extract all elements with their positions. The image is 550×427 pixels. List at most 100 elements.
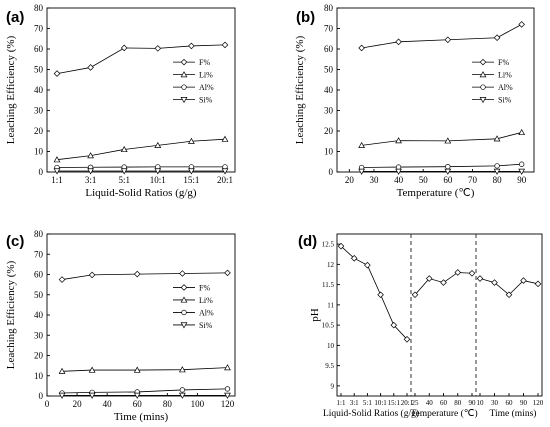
- data-point: [494, 163, 500, 169]
- y-axis-label: Leaching Efficiency (%): [5, 260, 17, 369]
- y-tick-label: 10: [34, 147, 44, 157]
- y-tick-label: 80: [34, 3, 44, 13]
- legend-label: Al%: [498, 83, 513, 92]
- y-tick-label: 0: [39, 391, 44, 401]
- legend-marker-a-2: [181, 84, 187, 90]
- data-point: [154, 141, 162, 148]
- data-point: [411, 291, 419, 299]
- data-point: [337, 242, 345, 250]
- data-point: [88, 271, 96, 279]
- series-line-2: [62, 388, 228, 394]
- legend-label: Li%: [199, 296, 213, 305]
- data-point: [87, 64, 94, 71]
- data-point: [444, 137, 452, 144]
- data-point: [358, 44, 365, 52]
- data-point: [350, 255, 358, 262]
- data-point: [179, 387, 186, 393]
- legend-marker-b-2: [480, 84, 486, 90]
- data-point: [377, 291, 384, 299]
- x-tick-label: 1:1: [337, 399, 346, 407]
- y-tick-label: 50: [324, 65, 334, 75]
- chart-c: 0 10 20 30 40 50 60 70 80 0 20 40 60 80 100 120 Time (mi…: [5, 229, 236, 423]
- series-line-1: [62, 367, 228, 372]
- y-tick-label: 70: [34, 249, 44, 259]
- legend-marker-a-0: [180, 58, 188, 66]
- x-axis-label: Liquid-Solid Ratios (g/g): [85, 187, 197, 199]
- data-point: [493, 168, 501, 175]
- data-point: [58, 367, 66, 374]
- panel-label: (d): [298, 233, 317, 250]
- data-point: [224, 364, 231, 371]
- data-point: [358, 141, 366, 148]
- x-axis-label: Temperature (℃): [397, 187, 475, 199]
- y-tick-label: 20: [34, 126, 44, 136]
- data-point: [221, 168, 229, 175]
- data-point: [53, 156, 61, 163]
- data-point: [133, 270, 141, 278]
- legend-marker-c-0: [180, 284, 188, 291]
- x-tick-label: 20:1: [217, 175, 233, 185]
- x-tick-label: 60: [440, 399, 448, 407]
- data-point: [468, 269, 476, 277]
- x-tick-label: 0: [45, 399, 50, 409]
- legend-label: F%: [498, 58, 509, 67]
- data-point: [58, 276, 66, 283]
- y-tick-label: 40: [34, 85, 44, 95]
- data-point: [493, 34, 501, 42]
- data-point: [425, 275, 433, 282]
- x-tick-label: 15:1: [183, 175, 199, 185]
- data-point: [53, 70, 61, 77]
- panel-label: (c): [6, 233, 24, 250]
- x-tick-label: 60: [443, 175, 453, 185]
- series-line-2: [56, 166, 225, 168]
- y-tick-label: 10: [324, 147, 334, 157]
- legend-label: Li%: [498, 71, 512, 80]
- y-tick-label: 40: [324, 85, 334, 95]
- y-tick-label: 12.5: [322, 241, 335, 249]
- x-tick-label: 1:1: [51, 175, 63, 185]
- x-tick-label: 20: [345, 175, 355, 185]
- x-tick-label: 90: [517, 175, 527, 185]
- legend-label: Si%: [498, 96, 512, 105]
- data-point: [454, 269, 462, 276]
- x-axis-label: Time (mins): [490, 408, 537, 419]
- data-point: [120, 168, 128, 175]
- data-point: [224, 392, 231, 399]
- x-tick-label: 20: [73, 399, 83, 409]
- x-tick-label: 25: [412, 399, 420, 407]
- data-point: [58, 392, 66, 399]
- y-tick-label: 70: [324, 24, 334, 34]
- data-point: [444, 168, 452, 175]
- data-point: [87, 152, 94, 159]
- data-point: [395, 164, 402, 170]
- x-tick-label: 90: [520, 399, 528, 407]
- data-point: [221, 41, 229, 49]
- x-tick-label: 20:1: [401, 399, 414, 407]
- y-tick-label: 11.5: [322, 281, 334, 289]
- y-tick-label: 12: [327, 261, 335, 269]
- y-axis-label: Leaching Efficiency (%): [5, 35, 17, 144]
- data-point: [87, 168, 94, 175]
- legend-label: Al%: [199, 308, 214, 317]
- data-point: [519, 161, 525, 167]
- x-tick-label: 60: [133, 399, 143, 409]
- x-tick-label: 80: [163, 399, 173, 409]
- series-line-0: [56, 44, 226, 74]
- chart-a: 0 10 20 30 40 50 60 70 80 1:1 3:1 5:1 10:1 15:1 20:1 Li…: [5, 3, 236, 199]
- y-axis-label: Leaching Efficiency (%): [294, 35, 306, 144]
- legend-marker-b-0: [479, 58, 487, 66]
- x-tick-label: 5:1: [363, 399, 372, 407]
- panel-label: (b): [296, 9, 315, 26]
- x-tick-label: 40: [426, 399, 434, 407]
- data-point: [178, 392, 186, 399]
- y-tick-label: 20: [34, 351, 44, 361]
- data-point: [518, 21, 525, 28]
- legend-label: F%: [199, 58, 210, 67]
- legend-marker-a-1: [180, 71, 188, 78]
- legend-marker-b-1: [479, 71, 487, 78]
- plot-frame: [336, 233, 543, 397]
- x-tick-label: 10: [477, 399, 485, 407]
- legend-marker-b-3: [479, 97, 487, 104]
- x-tick-label: 100: [191, 399, 205, 409]
